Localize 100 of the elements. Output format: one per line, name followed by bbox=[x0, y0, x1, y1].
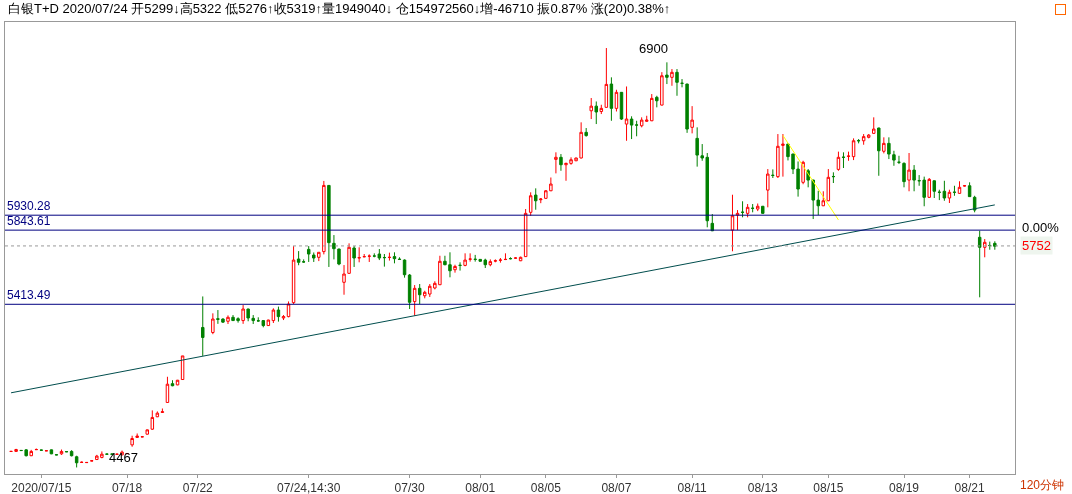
x-tick-label: 07/22 bbox=[182, 481, 214, 494]
x-tick-label: 07/18 bbox=[112, 481, 143, 494]
candlestick bbox=[392, 251, 397, 264]
text: 0.00% bbox=[1022, 220, 1060, 235]
candlestick bbox=[670, 68, 674, 87]
candlestick bbox=[160, 407, 165, 414]
candlestick bbox=[211, 312, 215, 335]
candlestick bbox=[372, 252, 377, 258]
candlestick bbox=[927, 177, 931, 199]
candlestick bbox=[276, 306, 281, 323]
candlestick bbox=[655, 95, 659, 108]
x-tick-label: 08/01 bbox=[465, 481, 496, 494]
candlestick bbox=[841, 151, 846, 169]
candlestick bbox=[993, 240, 997, 251]
candlestick bbox=[872, 116, 876, 135]
candlestick bbox=[291, 245, 296, 305]
candlestick bbox=[902, 161, 906, 188]
candlestick bbox=[761, 205, 765, 215]
candlestick bbox=[417, 283, 422, 305]
x-tick-label: 08/13 bbox=[747, 481, 779, 494]
candlestick bbox=[105, 453, 109, 456]
candlestick bbox=[897, 155, 901, 165]
x-tick-label: 08/15 bbox=[813, 481, 844, 494]
candlestick bbox=[175, 379, 180, 386]
candlestick bbox=[584, 127, 588, 138]
candlestick bbox=[357, 246, 361, 263]
candlestick bbox=[750, 203, 755, 213]
candlestick bbox=[781, 133, 785, 178]
candlestick bbox=[407, 273, 412, 310]
x-tick-label: 08/19 bbox=[888, 481, 920, 494]
candlestick bbox=[589, 97, 593, 120]
candlestick bbox=[947, 189, 952, 204]
candlestick bbox=[488, 258, 493, 267]
candlestick bbox=[241, 304, 245, 325]
candlestick bbox=[226, 314, 230, 325]
candlestick bbox=[29, 449, 33, 457]
annotation: 4467 bbox=[109, 450, 138, 465]
candlestick bbox=[498, 257, 503, 264]
candlestick bbox=[559, 153, 563, 172]
candlestick bbox=[155, 410, 160, 418]
candlestick bbox=[453, 264, 457, 274]
candlestick bbox=[503, 252, 508, 261]
candlestick bbox=[266, 319, 271, 327]
ref-line-label: 5752 bbox=[1022, 238, 1051, 253]
ref-line-label: 5843.61 bbox=[7, 214, 51, 228]
candlestick bbox=[836, 151, 841, 172]
candlestick bbox=[458, 261, 462, 272]
candlestick bbox=[831, 171, 836, 184]
candlestick bbox=[851, 137, 856, 161]
candlestick bbox=[624, 85, 629, 142]
candlestick bbox=[39, 449, 44, 452]
candlestick bbox=[932, 179, 937, 199]
candlestick bbox=[771, 168, 775, 179]
candlestick bbox=[327, 184, 331, 268]
ref-line-label: 5413.49 bbox=[7, 288, 51, 302]
candlestick bbox=[513, 256, 518, 260]
candlestick bbox=[882, 136, 886, 154]
candlestick bbox=[528, 191, 533, 217]
ref-line-label: 5930.28 bbox=[7, 199, 51, 213]
candlestick bbox=[165, 376, 170, 404]
candlestick bbox=[594, 100, 598, 125]
candlestick bbox=[609, 76, 614, 122]
candlestick bbox=[352, 245, 356, 268]
candlestick bbox=[755, 203, 760, 212]
candlestick bbox=[604, 47, 609, 109]
x-tick-label: 2020/07/15 bbox=[11, 481, 72, 494]
candlestick bbox=[962, 184, 967, 187]
candlestick bbox=[957, 180, 962, 195]
candlestick bbox=[776, 133, 780, 179]
candlestick bbox=[766, 168, 770, 208]
candlestick bbox=[322, 180, 326, 255]
candlestick bbox=[533, 187, 538, 211]
candlestick bbox=[74, 455, 79, 468]
candlestick bbox=[90, 459, 94, 462]
candlestick bbox=[523, 208, 528, 258]
candlestick bbox=[730, 194, 735, 252]
candlestick bbox=[629, 115, 634, 140]
annotation: 6900 bbox=[639, 41, 668, 56]
candlestick bbox=[675, 68, 679, 97]
x-tick-label: 08/11 bbox=[677, 481, 708, 494]
candlestick bbox=[44, 449, 49, 452]
candlestick bbox=[599, 104, 604, 115]
x-tick-label: 07/30 bbox=[394, 481, 425, 494]
candlestick bbox=[846, 151, 851, 162]
candlestick bbox=[387, 252, 392, 262]
candlestick bbox=[977, 230, 982, 298]
candlestick bbox=[34, 447, 39, 451]
candlestick bbox=[201, 295, 205, 357]
candlestick bbox=[14, 448, 18, 453]
candlestick bbox=[634, 120, 639, 137]
candlestick bbox=[412, 284, 417, 317]
candlestick bbox=[130, 435, 134, 448]
candlestick bbox=[271, 307, 276, 324]
x-tick-label: 08/07 bbox=[601, 481, 632, 494]
candlestick bbox=[952, 185, 957, 197]
x-tick-label: 08/21 bbox=[954, 481, 985, 494]
candlestick bbox=[54, 453, 59, 456]
text: 120分钟 bbox=[1020, 478, 1065, 492]
candlestick bbox=[554, 151, 558, 174]
candlestick bbox=[740, 200, 745, 218]
